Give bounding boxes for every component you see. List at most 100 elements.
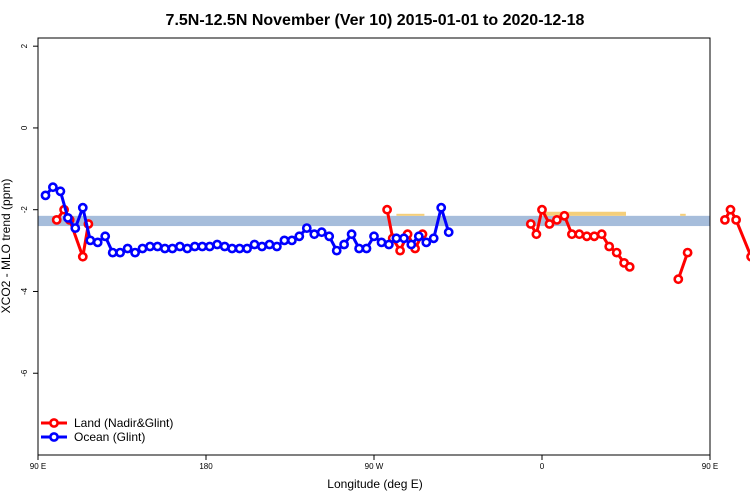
data-point [531,229,542,240]
data-point [436,202,447,213]
land-mask-patch [543,211,626,216]
legend-item: Land (Nadir&Glint) [41,416,173,430]
series-ocean [40,182,454,258]
y-axis-label: XCO2 - MLO trend (ppm) [0,179,13,314]
data-point [428,233,439,244]
data-point [406,239,417,250]
band-rect [38,215,710,227]
data-point [611,247,622,258]
data-point [227,243,237,254]
legend-swatch-marker [49,418,59,428]
data-point [361,243,372,254]
data-point [63,212,73,223]
data-point [309,229,320,240]
data-point [316,227,327,238]
data-point [286,235,297,246]
data-point [167,243,178,254]
data-point [673,274,684,285]
y-tick-label: -4 [20,287,29,295]
data-point [70,223,81,233]
data-point [346,229,357,240]
data-point [77,202,88,213]
y-tick-label: -2 [20,206,29,214]
land-mask-patch [396,213,425,216]
data-point [331,245,342,256]
data-point [182,243,193,254]
data-point [55,186,66,197]
series-layer [40,182,750,285]
data-point [271,241,282,252]
data-point [746,251,750,262]
data-point [152,241,163,252]
data-point [77,251,88,262]
data-point [122,243,133,254]
data-point [581,231,592,242]
data-point [413,231,424,242]
data-point [40,190,51,201]
data-point [85,235,96,246]
data-point [100,231,111,242]
x-tick-label: 90 E [30,462,46,471]
data-point [242,243,252,254]
data-point [324,231,335,242]
data-point [212,239,223,250]
data-point [204,241,215,252]
legend-label: Land (Nadir&Glint) [74,416,173,430]
y-axis: 2 0 -2 -4 -6 [20,43,38,377]
data-point [391,233,402,244]
legend-swatch-marker [49,432,59,442]
data-point [174,241,185,252]
data-point [383,239,394,250]
data-point [339,239,349,250]
data-point [559,210,570,221]
data-point [130,247,140,258]
x-axis: 90 E 180 90 W 0 90 E [30,455,718,471]
data-point [115,247,125,258]
data-point [682,247,693,258]
legend: Land (Nadir&Glint)Ocean (Glint) [41,416,173,444]
x-axis-label: Longitude (deg E) [327,477,422,491]
y-tick-label: -6 [20,369,29,377]
data-point [257,241,267,252]
data-point [537,204,547,215]
x-tick-label: 90 E [702,462,718,471]
data-point [525,219,536,229]
data-point [92,237,103,248]
data-point [552,214,562,225]
data-point [720,214,730,225]
data-point [234,243,245,254]
data-point [574,229,585,240]
data-point [395,245,405,256]
data-point [189,241,200,252]
legend-label: Ocean (Glint) [74,430,145,444]
data-point [596,229,607,240]
data-point [159,243,170,254]
data-point [604,241,615,252]
data-point [249,239,260,250]
data-point [731,214,741,225]
data-point [443,227,454,238]
data-point [544,219,555,229]
data-point [382,204,392,215]
reference-band [38,215,710,227]
data-point [137,243,148,254]
land-mask-patch [680,213,686,216]
data-point [48,182,58,193]
data-point [294,231,305,242]
x-tick-label: 90 W [365,462,384,471]
data-point [301,223,312,233]
land-mask [396,211,686,216]
legend-item: Ocean (Glint) [41,430,145,444]
data-point [369,231,379,242]
data-point [725,204,736,215]
data-point [624,261,635,272]
y-tick-label: 2 [20,43,29,48]
data-point [219,241,230,252]
data-point [51,214,62,225]
y-tick-label: 0 [20,125,29,130]
data-point [421,237,432,248]
data-point [279,235,290,246]
chart-title: 7.5N-12.5N November (Ver 10) 2015-01-01 … [166,12,585,29]
data-point [145,241,155,252]
